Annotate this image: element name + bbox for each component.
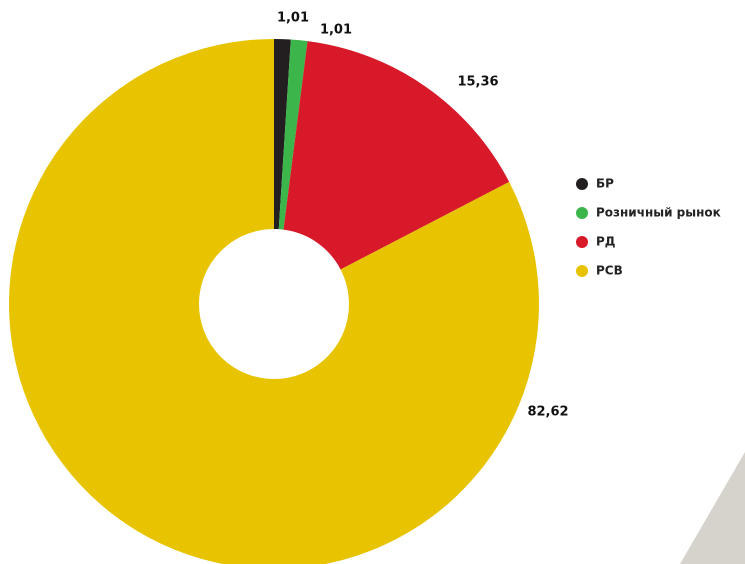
value-label: 1,01 <box>277 11 309 26</box>
legend-label: Розничный рынок <box>596 206 721 220</box>
donut-slice <box>283 41 510 270</box>
legend-label: РД <box>596 235 615 249</box>
legend-marker <box>576 236 588 248</box>
decoration <box>680 452 745 564</box>
legend-marker <box>576 178 588 190</box>
donut-slice <box>278 39 308 230</box>
legend-marker <box>576 207 588 219</box>
legend-marker <box>576 265 588 277</box>
value-label: 15,36 <box>457 75 498 90</box>
value-label: 82,62 <box>527 405 568 420</box>
value-label: 1,01 <box>320 23 352 38</box>
legend-label: РСВ <box>596 264 623 278</box>
donut-slice <box>274 39 291 230</box>
legend-label: БР <box>596 177 614 191</box>
donut-slice <box>9 39 539 564</box>
